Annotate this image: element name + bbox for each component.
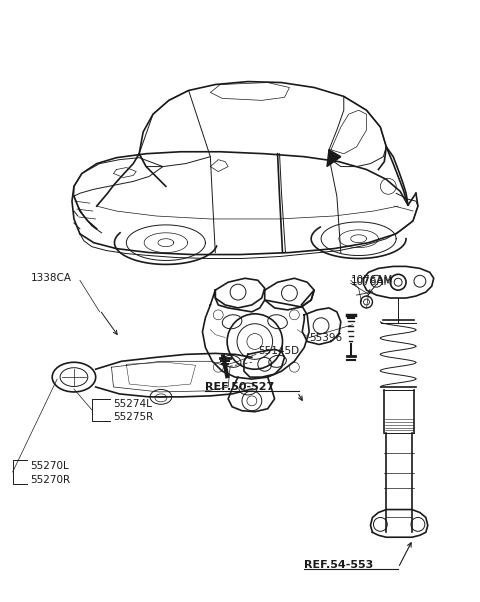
Text: 55396: 55396 bbox=[309, 332, 342, 343]
Text: 55270R: 55270R bbox=[30, 475, 71, 485]
Circle shape bbox=[360, 296, 372, 308]
Text: 55270L: 55270L bbox=[30, 461, 69, 471]
Text: 55275R: 55275R bbox=[113, 412, 154, 421]
Text: 1076AM: 1076AM bbox=[351, 275, 393, 285]
Polygon shape bbox=[327, 150, 341, 167]
Text: 55145D: 55145D bbox=[258, 346, 299, 356]
Text: REF.50-527: REF.50-527 bbox=[205, 382, 275, 392]
Text: 1338CA: 1338CA bbox=[30, 273, 72, 284]
Text: 1076AM: 1076AM bbox=[351, 277, 393, 287]
Text: 55274L: 55274L bbox=[113, 399, 152, 409]
Text: REF.50-527: REF.50-527 bbox=[205, 382, 275, 392]
Text: REF.54-553: REF.54-553 bbox=[304, 560, 373, 570]
